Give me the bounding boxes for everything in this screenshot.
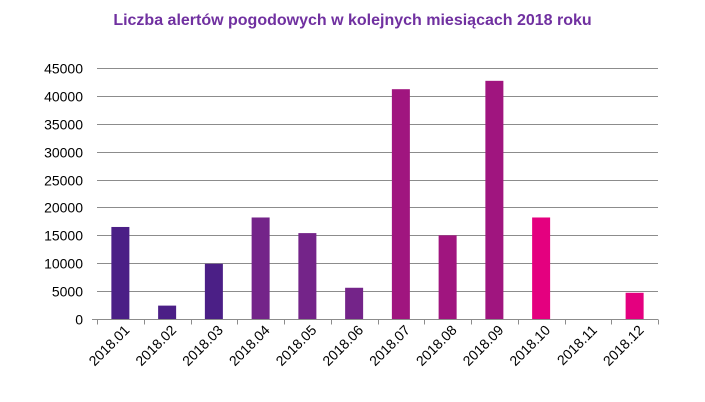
bar-2018.01	[111, 226, 130, 319]
y-tick-label: 30000	[44, 145, 83, 161]
x-tick-label: 2018.06	[319, 322, 366, 369]
x-tick-label: 2018.04	[226, 322, 273, 369]
y-tick-label: 5000	[52, 284, 83, 300]
x-tick-labels: 2018.01 2018.02 2018.03 2018.04 2018.05 2018.…	[85, 322, 646, 369]
x-tick-label: 2018.05	[272, 322, 319, 369]
x-tick-label: 2018.08	[413, 322, 460, 369]
bar-2018.08	[438, 235, 457, 319]
bar-layer	[111, 80, 644, 319]
x-tick-label: 2018.03	[179, 322, 226, 369]
y-tick-label: 45000	[44, 61, 83, 77]
bar-2018.03	[204, 263, 223, 319]
axis-layer	[92, 319, 659, 325]
grid-layer	[97, 68, 658, 292]
bar-2018.04	[251, 217, 270, 319]
x-tick-label: 2018.10	[506, 322, 553, 369]
chart-title: Liczba alertów pogodowych w kolejnych mi…	[113, 12, 592, 29]
bar-2018.02	[158, 305, 177, 319]
x-tick-label: 2018.02	[132, 322, 179, 369]
x-tick-label: 2018.09	[459, 322, 506, 369]
y-tick-label: 15000	[44, 228, 83, 244]
bar-2018.09	[485, 80, 504, 319]
x-tick-label: 2018.01	[85, 322, 132, 369]
x-tick-label: 2018.07	[366, 322, 413, 369]
y-tick-labels: 0 5000 10000 15000 20000 25000 30000 35000 40000…	[44, 61, 83, 328]
bar-2018.05	[298, 233, 317, 319]
bar-2018.12	[625, 292, 644, 319]
bar-2018.06	[345, 287, 364, 319]
y-tick-label: 35000	[44, 117, 83, 133]
y-tick-label: 40000	[44, 89, 83, 105]
y-tick-label: 20000	[44, 200, 83, 216]
y-tick-label: 0	[75, 312, 83, 328]
y-tick-label: 25000	[44, 173, 83, 189]
bar-2018.10	[532, 217, 551, 319]
x-tick-label: 2018.11	[554, 322, 601, 369]
y-tick-label: 10000	[44, 256, 83, 272]
x-tick-label: 2018.12	[600, 322, 647, 369]
bar-2018.07	[391, 89, 410, 319]
